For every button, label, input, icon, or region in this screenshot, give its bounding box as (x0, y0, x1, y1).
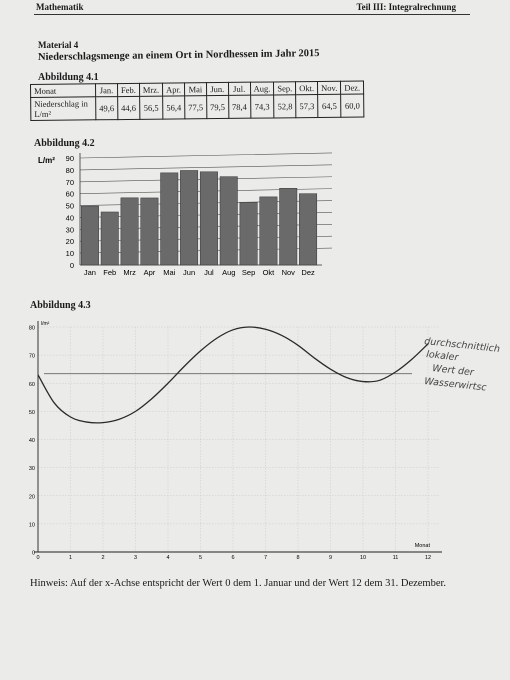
bar-y-tick: 90 (66, 154, 74, 163)
bar-x-tick: Sep (242, 268, 255, 277)
line-x-tick: 0 (36, 555, 39, 561)
line-y-tick: 10 (29, 522, 35, 528)
handwritten-note: lokaler (426, 349, 460, 363)
bar-y-tick: 40 (66, 213, 74, 222)
bar (279, 188, 298, 266)
line-y-tick: 50 (29, 410, 35, 416)
bar (80, 205, 99, 266)
line-x-tick: 6 (231, 555, 234, 561)
line-x-tick: 12 (425, 555, 431, 561)
handwritten-note: Wasserwirtsc (424, 376, 488, 394)
line-x-tick: 1 (69, 555, 72, 561)
bar (199, 171, 218, 266)
bar-chart-unit: L/m² (38, 156, 55, 165)
bar-y-tick: 0 (70, 261, 74, 270)
line-x-tick: 9 (329, 555, 332, 561)
bar-x-tick: Jun (183, 268, 195, 277)
bar (100, 211, 119, 266)
header-subject: Mathematik (36, 2, 84, 12)
bar-y-tick: 50 (66, 202, 74, 211)
bar (219, 176, 238, 266)
line-y-tick: 40 (29, 438, 35, 444)
line-y-tick: 70 (29, 354, 35, 360)
line-x-tick: 7 (264, 555, 267, 561)
line-y-tick: 0 (32, 551, 35, 557)
bar (299, 193, 318, 266)
line-x-tick: 4 (166, 555, 169, 561)
bar-y-tick: 60 (66, 190, 74, 199)
line-x-label: Monat (415, 543, 431, 549)
line-y-tick: 80 (29, 326, 35, 332)
bar-y-tick: 80 (66, 166, 74, 175)
bar-x-tick: Apr (144, 268, 156, 277)
bar-x-tick: Mrz (123, 268, 136, 277)
bar-x-tick: Okt (263, 268, 276, 277)
material-label: Material 4 (38, 40, 79, 50)
bar (180, 170, 199, 266)
line-x-tick: 2 (101, 555, 104, 561)
handwritten-note: Wert der (432, 363, 476, 378)
figure-4-1-label: Abbildung 4.1 (38, 72, 99, 83)
precipitation-curve (37, 326, 429, 424)
line-x-tick: 3 (134, 555, 137, 561)
bar (259, 196, 278, 266)
line-y-unit: l/m² (41, 321, 50, 327)
bar-gridline (79, 152, 333, 159)
line-y-tick: 60 (29, 382, 35, 388)
header-part: Teil III: Integralrechnung (356, 2, 456, 12)
bar-x-tick: Jan (84, 268, 96, 277)
line-x-tick: 10 (360, 555, 366, 561)
line-x-tick: 5 (199, 555, 202, 561)
bar-y-tick: 10 (66, 249, 74, 258)
bar (140, 197, 159, 266)
header-rule (34, 14, 470, 15)
bar (160, 172, 179, 266)
bar-x-tick: Aug (222, 268, 235, 277)
bar-x-tick: Jul (204, 268, 214, 277)
bar-x-tick: Dez (301, 268, 315, 277)
bar (120, 197, 139, 266)
figure-4-3-label: Abbildung 4.3 (30, 300, 91, 311)
bar-x-tick: Feb (103, 268, 116, 277)
line-x-tick: 8 (296, 555, 299, 561)
bar-y-tick: 20 (66, 237, 74, 246)
figure-4-2-label: Abbildung 4.2 (34, 138, 95, 149)
bar-y-tick: 70 (66, 178, 74, 187)
bar-x-tick: Mai (163, 268, 175, 277)
bar-y-tick: 30 (66, 225, 74, 234)
bar-chart: L/m² 0 10 20 30 40 50 60 70 80 90 Jan Feb Mrz Apr Mai Ju… (38, 152, 333, 277)
hint-text: Hinweis: Auf der x-Achse entspricht der … (30, 578, 447, 589)
bar-x-tick: Nov (282, 268, 296, 277)
bar (239, 201, 258, 266)
line-x-tick: 11 (393, 555, 399, 561)
line-y-tick: 30 (29, 466, 35, 472)
bar-gridline (79, 164, 333, 171)
line-y-tick: 20 (29, 494, 35, 500)
